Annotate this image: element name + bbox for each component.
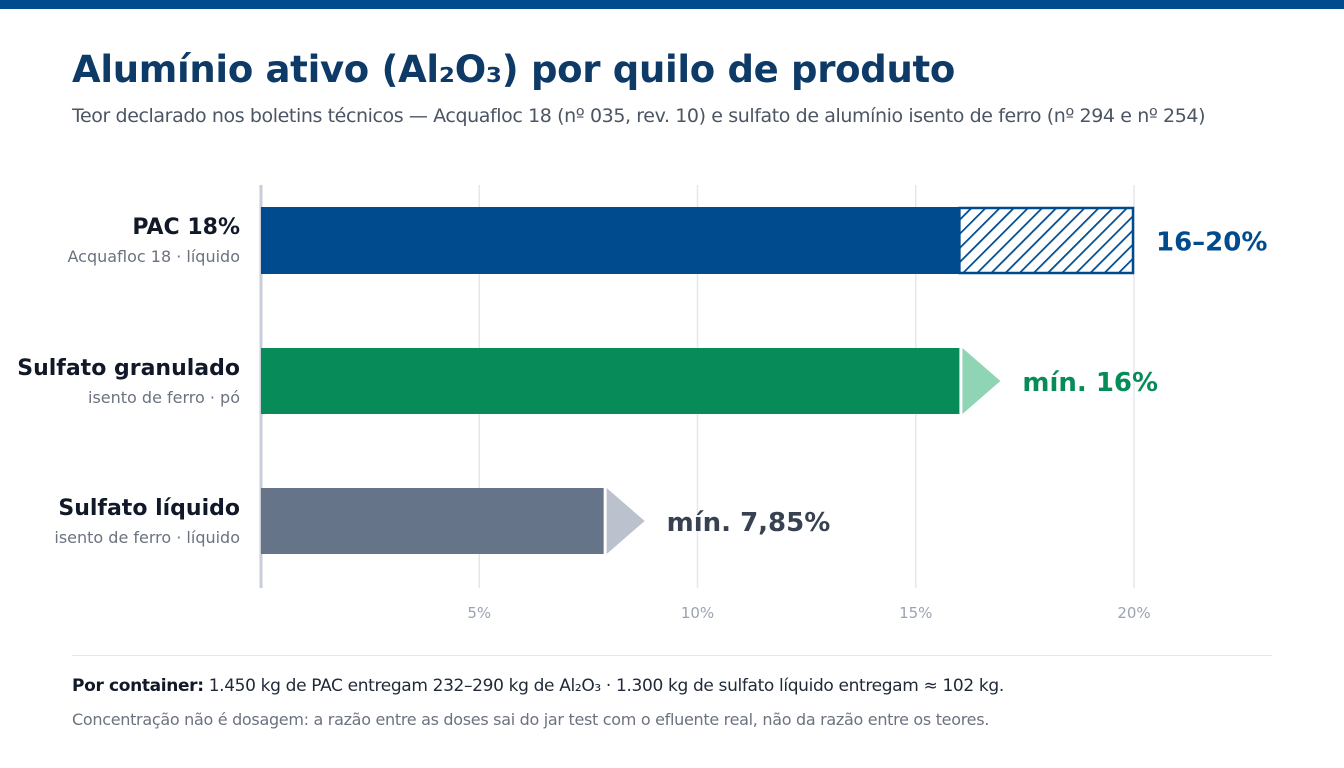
footer-summary-text: 1.450 kg de PAC entregam 232–290 kg de A… [203, 676, 1005, 696]
chart-svg: 5% 10% 15% 20% PAC 18% Acquafloc 18 · líquido… [17, 185, 1267, 622]
bar-1-range-hatch [958, 206, 1135, 275]
category-name-1: PAC 18% [132, 215, 240, 240]
page-subtitle: Teor declarado nos boletins técnicos — A… [72, 105, 1206, 127]
bar-2-min-arrow [962, 348, 1001, 414]
x-tick-label-20: 20% [1117, 604, 1150, 622]
category-name-2: Sulfato granulado [17, 356, 240, 381]
value-label-1: 16–20% [1156, 228, 1267, 258]
bar-3-solid [261, 488, 604, 554]
footer-summary: Por container: 1.450 kg de PAC entregam … [72, 676, 1004, 696]
top-accent-band [0, 0, 1344, 9]
footer-divider [72, 655, 1272, 656]
bars-layer [261, 206, 1135, 554]
bar-chart: 5% 10% 15% 20% PAC 18% Acquafloc 18 · líquido… [0, 160, 1344, 630]
labels-layer: 5% 10% 15% 20% PAC 18% Acquafloc 18 · líquido… [17, 215, 1267, 622]
x-tick-label-10: 10% [681, 604, 714, 622]
category-name-3: Sulfato líquido [58, 496, 240, 521]
footer-summary-lead: Por container: [72, 676, 204, 696]
page-title: Alumínio ativo (Al₂O₃) por quilo de prod… [72, 48, 956, 91]
value-label-2: mín. 16% [1022, 368, 1158, 398]
footer-note: Concentração não é dosagem: a razão entr… [72, 710, 990, 729]
category-subtitle-1: Acquafloc 18 · líquido [67, 247, 240, 266]
value-label-3: mín. 7,85% [667, 508, 831, 538]
category-subtitle-2: isento de ferro · pó [88, 388, 240, 407]
bar-3-min-arrow [606, 488, 645, 554]
x-tick-label-5: 5% [467, 604, 491, 622]
category-subtitle-3: isento de ferro · líquido [54, 528, 240, 547]
bar-1-solid [261, 207, 960, 274]
x-tick-label-15: 15% [899, 604, 932, 622]
bar-2-solid [261, 348, 960, 414]
